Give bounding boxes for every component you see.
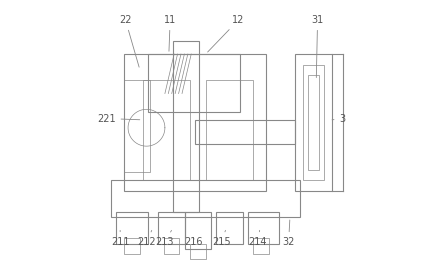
- Bar: [124, 80, 151, 172]
- Bar: [158, 212, 185, 244]
- Text: 12: 12: [208, 15, 245, 52]
- Bar: [206, 80, 253, 180]
- Text: 212: 212: [137, 230, 156, 247]
- Bar: [163, 238, 179, 254]
- Text: 3: 3: [332, 114, 346, 123]
- Bar: [216, 212, 243, 244]
- Bar: [253, 238, 269, 254]
- Bar: [185, 212, 211, 249]
- Text: 211: 211: [111, 230, 129, 247]
- Text: 214: 214: [248, 230, 266, 247]
- Bar: [195, 120, 295, 144]
- Bar: [190, 244, 206, 259]
- Bar: [308, 75, 319, 170]
- Text: 11: 11: [164, 15, 176, 51]
- Bar: [111, 180, 300, 217]
- Text: 32: 32: [283, 220, 295, 247]
- Text: 216: 216: [185, 237, 203, 247]
- Bar: [303, 65, 324, 180]
- Bar: [148, 54, 240, 112]
- Text: 221: 221: [97, 114, 140, 123]
- Text: 31: 31: [311, 15, 324, 78]
- Bar: [116, 212, 148, 244]
- Text: 215: 215: [212, 230, 231, 247]
- Bar: [248, 212, 280, 244]
- Text: 22: 22: [119, 15, 139, 67]
- Text: 213: 213: [155, 230, 174, 247]
- Bar: [143, 80, 190, 180]
- Bar: [124, 54, 266, 191]
- Bar: [124, 238, 140, 254]
- Bar: [295, 54, 332, 191]
- Bar: [173, 41, 199, 212]
